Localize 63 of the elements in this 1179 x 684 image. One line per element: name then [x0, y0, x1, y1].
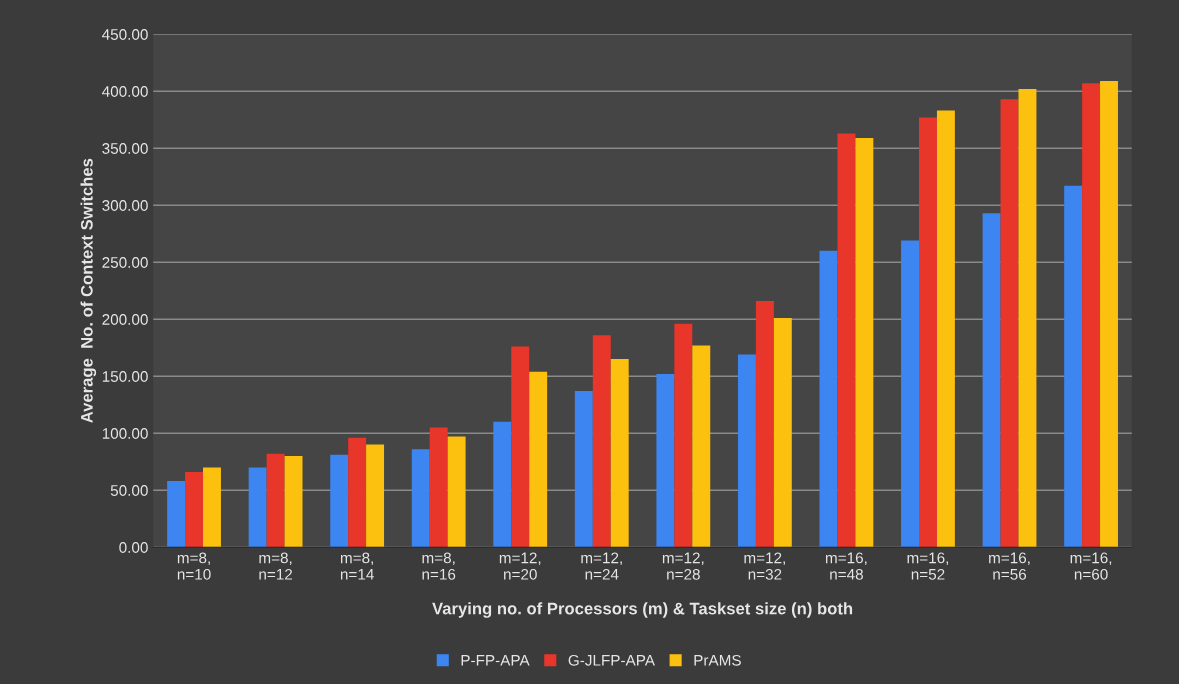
- bar: [167, 481, 186, 548]
- bar: [919, 117, 937, 548]
- bar: [755, 300, 774, 548]
- bar: [1082, 83, 1101, 548]
- x-tick-label: m=12, n=24: [581, 552, 622, 580]
- x-tick-label: m=16, n=48: [826, 552, 867, 580]
- x-tick-label: m=8, n=16: [422, 552, 456, 580]
- y-tick-label: 400.00: [102, 86, 148, 97]
- y-axis-title: Average No. of Context Switches: [80, 158, 97, 423]
- bar: [284, 456, 303, 548]
- x-tick-label: m=12, n=20: [499, 552, 541, 580]
- bar: [692, 345, 711, 548]
- x-tick-label: m=12, n=28: [662, 552, 704, 580]
- bar: [411, 449, 430, 548]
- x-tick-label: m=16, n=56: [989, 552, 1030, 580]
- x-tick-label: m=8, n=14: [340, 552, 374, 580]
- x-axis-title: Varying no. of Processors (m) & Taskset size (n) both: [432, 602, 853, 618]
- y-tick-label: 150.00: [102, 371, 148, 382]
- bar: [429, 427, 448, 548]
- x-tick-label: m=16, n=60: [1070, 552, 1112, 580]
- bar: [737, 354, 756, 548]
- bar: [511, 346, 530, 548]
- bar: [773, 318, 792, 548]
- y-tick-label: 50.00: [110, 485, 148, 496]
- bar: [1018, 88, 1037, 548]
- bar: [348, 437, 367, 548]
- bar: [185, 471, 204, 548]
- y-tick-label: 300.00: [102, 200, 148, 211]
- legend-label: P-FP-APA: [461, 655, 530, 666]
- bar: [574, 391, 593, 548]
- bar: [982, 213, 1001, 548]
- bar: [366, 444, 385, 548]
- bar: [529, 371, 548, 548]
- bar: [656, 373, 675, 548]
- bar: [819, 250, 838, 548]
- bar: [855, 137, 874, 548]
- y-tick-label: 350.00: [102, 143, 148, 154]
- bar: [674, 323, 693, 548]
- bar: [1000, 99, 1019, 548]
- y-tick-label: 250.00: [102, 257, 148, 268]
- bar: [592, 335, 611, 548]
- bar: [266, 453, 285, 548]
- x-tick-label: m=8, n=12: [259, 552, 293, 580]
- x-tick-label: m=16, n=52: [907, 552, 949, 580]
- x-tick-label: m=12, n=32: [744, 552, 785, 580]
- bar: [610, 359, 629, 548]
- y-tick-label: 0.00: [119, 542, 148, 553]
- y-tick-label: 450.00: [102, 29, 148, 40]
- legend-label: PrAMS: [694, 654, 741, 666]
- bar: [447, 436, 466, 548]
- bar: [493, 421, 512, 548]
- y-tick-label: 200.00: [102, 314, 148, 325]
- bar: [330, 454, 349, 548]
- bar: [1100, 80, 1118, 548]
- bar: [203, 467, 221, 548]
- x-tick-label: m=8, n=10: [177, 552, 211, 580]
- bar: [837, 133, 856, 548]
- bar: [936, 110, 955, 548]
- bar: [248, 467, 267, 548]
- y-tick-label: 100.00: [102, 428, 148, 439]
- legend-label: G-JLFP-APA: [568, 654, 655, 666]
- bar: [901, 240, 919, 548]
- bar: [1064, 185, 1083, 548]
